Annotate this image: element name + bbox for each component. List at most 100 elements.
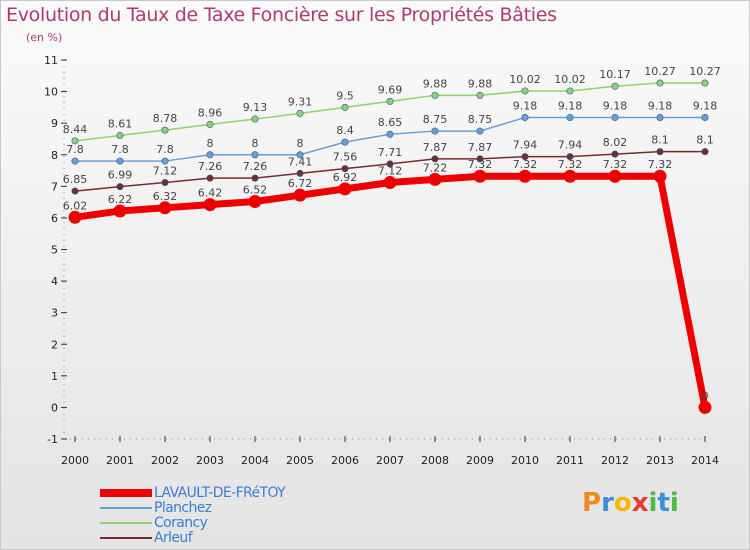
x-tick-label: 2010 — [511, 454, 539, 467]
data-label: 6.22 — [108, 193, 133, 206]
data-label: 6.85 — [63, 173, 88, 186]
data-point — [386, 130, 394, 138]
x-tick-label: 2000 — [61, 454, 89, 467]
data-label: 6.72 — [288, 177, 313, 190]
data-point — [611, 150, 619, 158]
series-1 — [71, 113, 709, 165]
data-label: 7.12 — [153, 165, 178, 178]
data-point — [431, 127, 439, 135]
data-point — [206, 151, 214, 159]
data-label: 8.44 — [63, 123, 88, 136]
data-label: 7.8 — [111, 143, 129, 156]
data-point — [248, 194, 262, 208]
data-label: 7.8 — [66, 143, 84, 156]
logo-letter: i — [669, 488, 679, 518]
legend-swatch — [100, 489, 152, 497]
data-label: 7.32 — [468, 158, 493, 171]
x-tick-label: 2011 — [556, 454, 584, 467]
data-point — [251, 115, 259, 123]
legend-label: Arleuf — [154, 530, 193, 546]
data-point — [566, 113, 574, 121]
x-tick-label: 2007 — [376, 454, 404, 467]
data-label: 7.8 — [156, 143, 174, 156]
data-label: 8.02 — [603, 136, 628, 149]
data-label: 9.5 — [336, 89, 354, 102]
data-label: 6.92 — [333, 171, 358, 184]
x-tick-label: 2005 — [286, 454, 314, 467]
data-point — [431, 155, 439, 163]
y-tick-label: 2 — [51, 338, 58, 351]
data-label: 7.56 — [333, 151, 358, 164]
data-label: 9.18 — [603, 99, 628, 112]
data-point — [386, 160, 394, 168]
data-label: 7.32 — [603, 158, 628, 171]
data-label: 7.94 — [558, 139, 583, 152]
data-label: 8.1 — [651, 134, 669, 147]
logo-letter: x — [631, 488, 649, 518]
data-point — [338, 182, 352, 196]
data-point — [476, 127, 484, 135]
data-point — [476, 91, 484, 99]
y-tick-label: 8 — [51, 149, 58, 162]
logo-letter: P — [582, 488, 602, 518]
data-label: 7.41 — [288, 155, 313, 168]
data-point — [116, 183, 124, 191]
x-tick-label: 2001 — [106, 454, 134, 467]
data-point — [341, 138, 349, 146]
data-label: 10.02 — [509, 73, 541, 86]
data-label: 9.18 — [693, 99, 718, 112]
data-point — [656, 79, 664, 87]
data-label: 6.52 — [243, 183, 268, 196]
data-point — [296, 169, 304, 177]
logo-letter: r — [601, 488, 614, 518]
y-tick-label: 3 — [51, 307, 58, 320]
data-point — [293, 188, 307, 202]
data-point — [608, 169, 622, 183]
y-tick-label: 0 — [51, 401, 58, 414]
data-point — [206, 120, 214, 128]
data-labels: 8.44 8.61 8.78 8.96 9.13 9.31 9.5 9.69 9.88 9.88 1… — [63, 65, 721, 402]
data-point — [701, 148, 709, 156]
proxiti-logo: Proxiti — [582, 488, 679, 518]
data-label: 6.02 — [63, 199, 88, 212]
y-tick-label: 5 — [51, 244, 58, 257]
data-point — [161, 157, 169, 165]
legend-label: Planchez — [154, 500, 212, 516]
data-point — [566, 153, 574, 161]
series-3 — [68, 169, 712, 414]
data-label: 8.75 — [468, 113, 493, 126]
data-label: 8 — [207, 137, 214, 150]
y-tick-label: 9 — [51, 117, 58, 130]
data-label: 8.75 — [423, 113, 448, 126]
data-point — [71, 157, 79, 165]
data-label: 9.69 — [378, 83, 403, 96]
x-tick-label: 2012 — [601, 454, 629, 467]
data-label: 7.94 — [513, 139, 538, 152]
data-label: 7.12 — [378, 165, 403, 178]
data-point — [116, 131, 124, 139]
data-label: 7.32 — [648, 158, 673, 171]
legend-label: Corancy — [154, 515, 208, 531]
chart-title: Evolution du Taux de Taxe Foncière sur l… — [6, 4, 557, 26]
data-label: 8.61 — [108, 117, 133, 130]
data-point — [611, 82, 619, 90]
data-point — [341, 103, 349, 111]
legend-swatch — [100, 507, 152, 509]
data-label: 8 — [252, 137, 259, 150]
x-tick-label: 2002 — [151, 454, 179, 467]
data-point — [71, 187, 79, 195]
y-tick-label: 4 — [51, 275, 58, 288]
data-point — [251, 174, 259, 182]
data-label: 7.32 — [558, 158, 583, 171]
data-point — [611, 113, 619, 121]
x-tick-label: 2008 — [421, 454, 449, 467]
data-point — [521, 153, 529, 161]
chart-subtitle: (en %) — [26, 31, 63, 44]
data-point — [341, 165, 349, 173]
x-tick-label: 2014 — [691, 454, 719, 467]
data-point — [653, 169, 667, 183]
data-point — [296, 109, 304, 117]
data-label: 9.31 — [288, 95, 313, 108]
data-label: 8.1 — [696, 134, 714, 147]
data-label: 9.18 — [513, 99, 538, 112]
